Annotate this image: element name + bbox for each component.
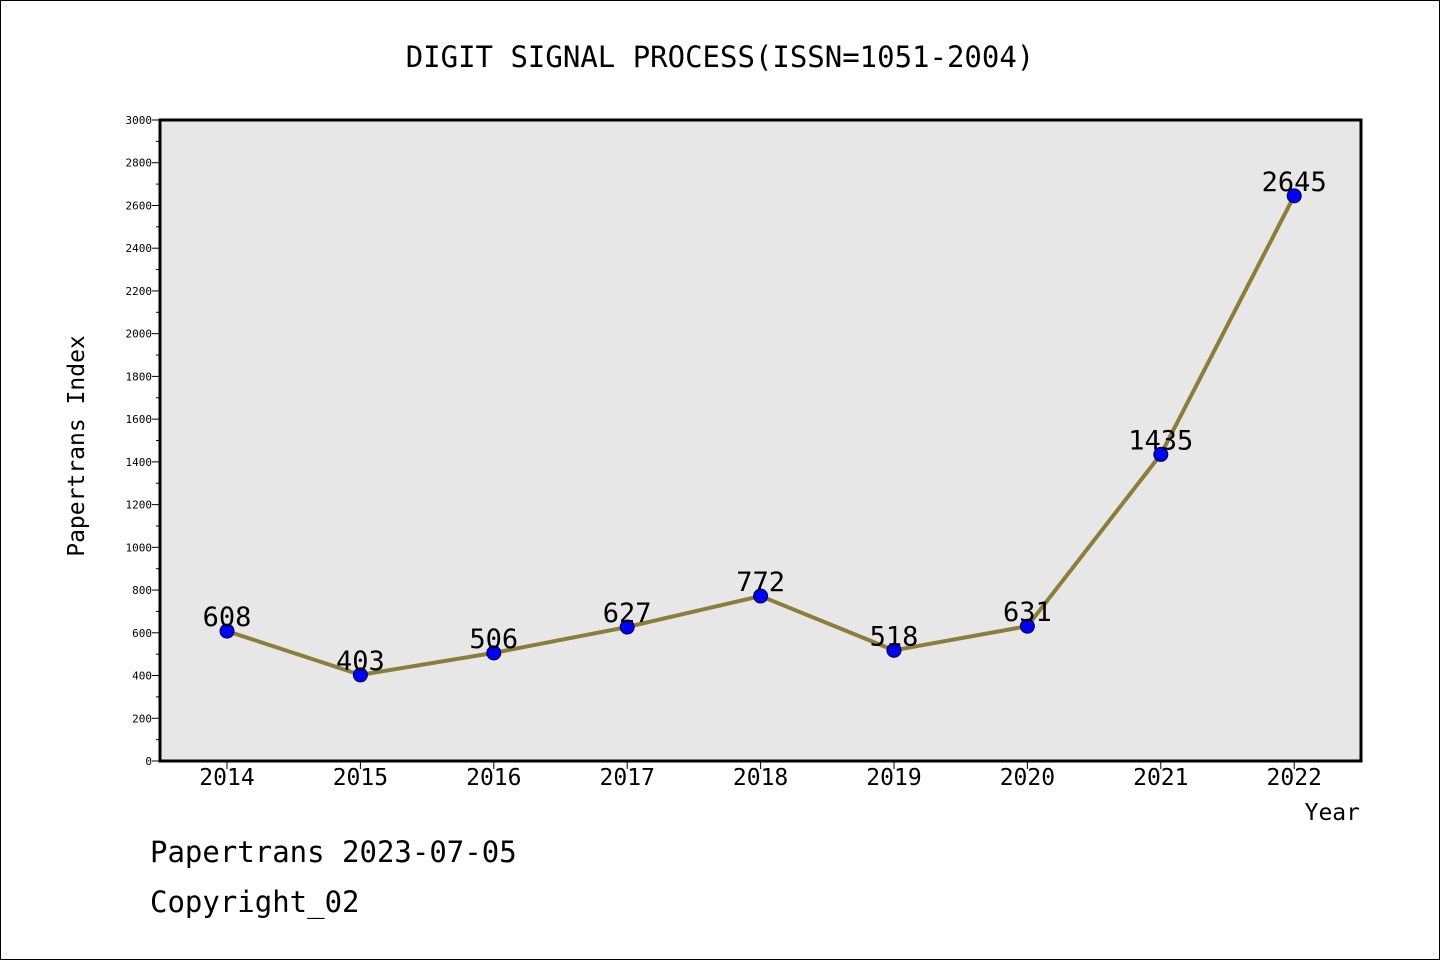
y-tick-label: 400 xyxy=(132,670,152,683)
data-point xyxy=(1019,618,1035,634)
y-tick-label: 200 xyxy=(132,712,152,725)
chart-title: DIGIT SIGNAL PROCESS(ISSN=1051-2004) xyxy=(406,40,1035,74)
x-tick-label: 2014 xyxy=(199,765,254,791)
x-axis-label: Year xyxy=(1305,800,1360,826)
data-label: 1435 xyxy=(1128,425,1193,456)
data-label: 506 xyxy=(469,624,518,655)
x-tick-label: 2017 xyxy=(600,765,655,791)
x-tick-label: 2015 xyxy=(333,765,388,791)
data-label: 772 xyxy=(736,567,785,598)
data-point xyxy=(886,642,902,658)
y-tick-label: 2200 xyxy=(126,285,153,298)
x-tick-label: 2016 xyxy=(466,765,521,791)
data-label: 608 xyxy=(203,602,252,633)
y-tick-label: 0 xyxy=(145,755,152,768)
y-tick-label: 2600 xyxy=(126,199,153,212)
y-axis: 0 200 400 600 800 1000 1200 1400 1600 1800 2000 220… xyxy=(126,114,160,768)
data-label: 403 xyxy=(336,646,385,677)
data-point xyxy=(1153,446,1169,462)
y-tick-label: 800 xyxy=(132,584,152,597)
y-tick-label: 1400 xyxy=(126,456,153,469)
data-label: 2645 xyxy=(1262,167,1327,198)
y-tick-label: 600 xyxy=(132,627,152,640)
series-group: 608 403 506 627 772 518 631 1435 2645 xyxy=(203,167,1327,683)
x-tick-label: 2022 xyxy=(1267,765,1322,791)
footer-date: Papertrans 2023-07-05 xyxy=(150,835,517,869)
x-axis: 2014 2015 2016 2017 2018 2019 2020 2021 2022 xyxy=(199,761,1322,791)
data-label: 631 xyxy=(1003,597,1052,628)
data-point xyxy=(753,588,769,604)
data-point xyxy=(486,645,502,661)
x-tick-label: 2020 xyxy=(1000,765,1055,791)
y-tick-label: 2400 xyxy=(126,242,153,255)
data-point xyxy=(619,619,635,635)
y-tick-label: 2000 xyxy=(126,328,153,341)
y-axis-label: Papertrans Index xyxy=(64,335,90,557)
data-label: 518 xyxy=(870,621,919,652)
y-tick-label: 1000 xyxy=(126,541,153,554)
plot-area xyxy=(158,118,1363,763)
data-label: 627 xyxy=(603,598,652,629)
y-tick-label: 1800 xyxy=(126,370,153,383)
footer-copyright: Copyright_02 xyxy=(150,885,360,919)
x-tick-label: 2018 xyxy=(733,765,788,791)
x-tick-label: 2019 xyxy=(866,765,921,791)
y-tick-label: 2800 xyxy=(126,157,153,170)
y-tick-label: 1600 xyxy=(126,413,153,426)
y-tick-label: 1200 xyxy=(126,499,153,512)
data-point xyxy=(219,623,235,639)
y-tick-label: 3000 xyxy=(126,114,153,127)
x-tick-label: 2021 xyxy=(1133,765,1188,791)
data-point xyxy=(352,667,368,683)
data-point xyxy=(1286,188,1302,204)
